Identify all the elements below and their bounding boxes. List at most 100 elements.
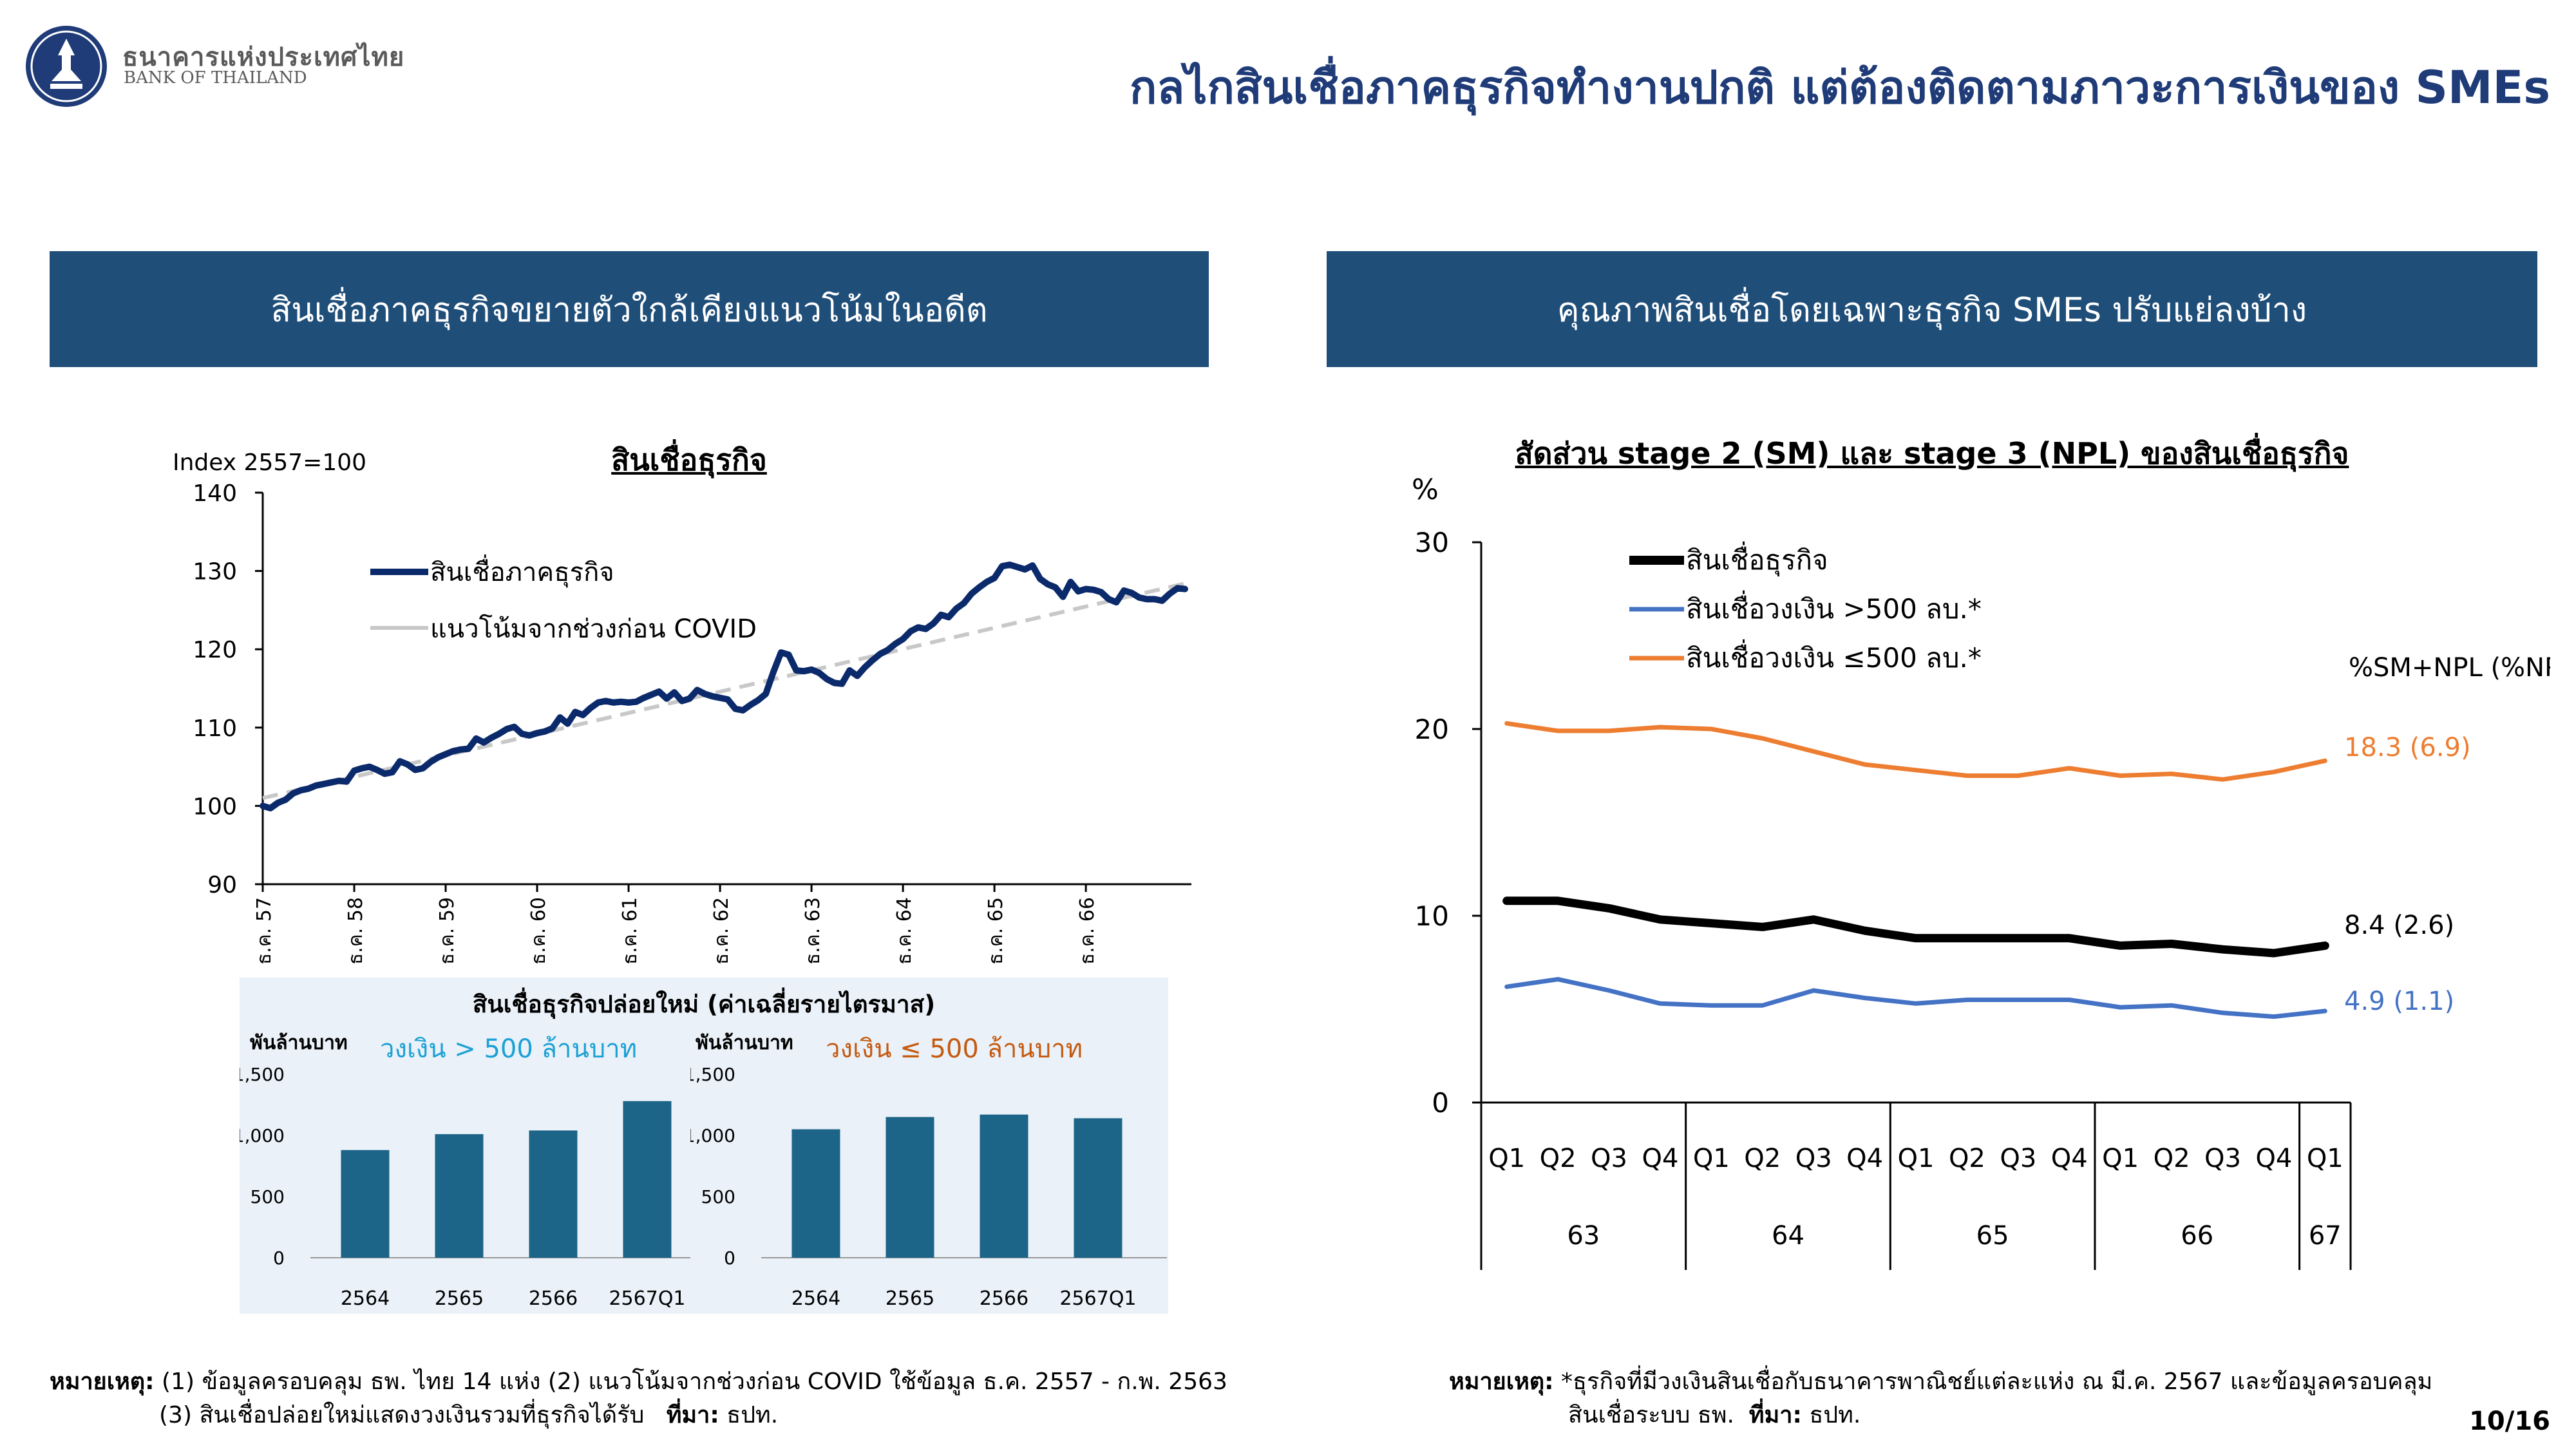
bar-category-label: 2566 — [980, 1287, 1028, 1310]
x-quarter-label: Q2 — [1540, 1144, 1577, 1173]
end-label-large-loan: 4.9 (1.1) — [2344, 987, 2454, 1016]
legend-label-business-loan: สินเชื่อภาคธุรกิจ — [430, 554, 614, 588]
x-quarter-label: Q3 — [1591, 1144, 1627, 1173]
large-loans-bar-chart: 0 500 1,000 1,500 2564 2565 2566 2567Q1 — [240, 1064, 690, 1310]
x-quarter-label: Q1 — [1693, 1144, 1730, 1173]
x-quarter-label: Q4 — [1642, 1144, 1678, 1173]
x-tick-label: ธ.ค. 60 — [527, 897, 550, 965]
bar-y-tick-label: 1,500 — [690, 1064, 735, 1085]
y-tick-label: 130 — [193, 559, 237, 585]
x-year-label: 63 — [1567, 1221, 1600, 1251]
bar-y-tick-label: 1,000 — [690, 1125, 735, 1146]
bar-2566 — [529, 1130, 578, 1258]
bar-2567Q1 — [623, 1101, 672, 1258]
x-tick-label: ธ.ค. 65 — [985, 897, 1007, 965]
inset-title: สินเชื่อธุรกิจปล่อยใหม่ (ค่าเฉลี่ยรายไตร… — [472, 990, 936, 1018]
right-chart-title: สัดส่วน stage 2 (SM) และ stage 3 (NPL) ข… — [1515, 436, 2349, 471]
y-tick-label: 30 — [1415, 527, 1449, 558]
x-tick-label: ธ.ค. 64 — [893, 897, 916, 965]
left-source: ธปท. — [726, 1402, 779, 1428]
x-year-label: 66 — [2181, 1221, 2213, 1251]
right-note-line-2: สินเชื่อระบบ ธพ. — [1568, 1402, 1734, 1428]
x-quarter-label: Q2 — [2154, 1144, 2190, 1173]
legend-label-business-loan: สินเชื่อธุรกิจ — [1686, 542, 1828, 577]
x-tick-label: ธ.ค. 57 — [253, 897, 276, 965]
series-lines — [1502, 721, 2329, 1019]
legend: สินเชื่อธุรกิจ สินเชื่อวงเงิน >500 ลบ.* … — [1629, 542, 1982, 674]
x-quarter-label: Q4 — [1846, 1144, 1883, 1173]
org-name-thai: ธนาคารแห่งประเทศไทย — [122, 43, 405, 72]
inset-right-label: วงเงิน ≤ 500 ล้านบาท — [826, 1034, 1083, 1064]
inset-left-unit: พันล้านบาท — [250, 1032, 348, 1054]
y-tick-label: 0 — [1432, 1087, 1449, 1119]
y-tick-label: 20 — [1415, 714, 1449, 745]
x-tick-label: ธ.ค. 58 — [345, 897, 367, 965]
page-title: กลไกสินเชื่อภาคธุรกิจทำงานปกติ แต่ต้องติ… — [1129, 61, 2550, 114]
bar-category-label: 2564 — [791, 1287, 840, 1310]
bar-y-tick-label: 0 — [724, 1247, 735, 1269]
bar-2565 — [886, 1117, 934, 1258]
series-line-0 — [1502, 896, 2329, 958]
x-year-label: 65 — [1976, 1221, 2009, 1251]
x-tick-label: ธ.ค. 61 — [619, 897, 641, 965]
x-quarter-label: Q1 — [2307, 1144, 2344, 1173]
left-chart-y-unit: Index 2557=100 — [173, 450, 367, 476]
x-tick-label: ธ.ค. 66 — [1076, 897, 1099, 965]
y-tick-label: 100 — [193, 793, 237, 820]
right-source-label: ที่มา: — [1748, 1402, 1802, 1428]
series-line-1 — [1504, 977, 2327, 1019]
bar-y-tick-label: 1,000 — [240, 1125, 285, 1146]
legend-label-small-loan: สินเชื่อวงเงิน ≤500 ลบ.* — [1686, 639, 1982, 674]
y-tick-label: 140 — [193, 480, 237, 507]
bar-2567Q1 — [1074, 1118, 1122, 1258]
bar-2565 — [435, 1134, 484, 1258]
right-note-line-1: *ธุรกิจที่มีวงเงินสินเชื่อกับธนาคารพาณิช… — [1561, 1368, 2433, 1395]
axes: 0 10 20 30 Q1 Q2 Q3 Q4 Q1 Q2 Q3 Q4 Q1 Q2 Q3 Q4 Q1 Q2 Q3 Q4 Q… — [1415, 527, 2352, 1270]
x-tick-label: ธ.ค. 62 — [710, 897, 733, 965]
left-note-label: หมายเหตุ: — [50, 1368, 155, 1395]
bar-2564 — [341, 1150, 390, 1258]
y-tick-label: 90 — [207, 872, 237, 898]
x-tick-label: ธ.ค. 59 — [436, 897, 459, 965]
bar-category-label: 2567Q1 — [609, 1287, 685, 1310]
org-name-english: BANK OF THAILAND — [124, 68, 307, 88]
x-quarter-label: Q1 — [1898, 1144, 1935, 1173]
left-footnote: หมายเหตุ: (1) ข้อมูลครอบคลุม ธพ. ไทย 14 … — [50, 1365, 1227, 1432]
right-source: ธปท. — [1809, 1402, 1861, 1428]
right-footnote: หมายเหตุ: *ธุรกิจที่มีวงเงินสินเชื่อกับธ… — [1449, 1365, 2432, 1432]
bar-2564 — [791, 1129, 840, 1258]
series-line-2 — [1504, 721, 2327, 782]
small-loans-bar-chart: 0 500 1,000 1,500 2564 2565 2566 2567Q1 — [690, 1064, 1167, 1310]
y-tick-label: 110 — [193, 715, 237, 742]
bar-y-tick-label: 1,500 — [240, 1064, 285, 1085]
legend-label-trend: แนวโน้มจากช่วงก่อน COVID — [430, 614, 757, 644]
x-quarter-label: Q4 — [2255, 1144, 2292, 1173]
end-label-small-loan: 18.3 (6.9) — [2344, 733, 2471, 762]
end-label-business-loan: 8.4 (2.6) — [2344, 911, 2454, 940]
right-note-label: หมายเหตุ: — [1449, 1368, 1554, 1395]
left-source-label: ที่มา: — [666, 1402, 719, 1428]
bar-category-label: 2567Q1 — [1059, 1287, 1136, 1310]
series-business-loan-line — [260, 561, 1188, 811]
bar-category-label: 2565 — [435, 1287, 484, 1310]
bar-category-label: 2566 — [529, 1287, 578, 1310]
y-axis: 90 100 110 120 130 140 — [193, 480, 264, 898]
bar-category-label: 2565 — [886, 1287, 934, 1310]
x-axis: ธ.ค. 57 ธ.ค. 58 ธ.ค. 59 ธ.ค. 60 ธ.ค. 61 ธ.ค. … — [253, 883, 1191, 965]
x-quarter-label: Q3 — [1795, 1144, 1832, 1173]
left-chart-title: สินเชื่อธุรกิจ — [611, 442, 767, 477]
x-quarter-label: Q1 — [1488, 1144, 1525, 1173]
bar-category-label: 2564 — [341, 1287, 390, 1310]
bank-logo — [26, 26, 107, 107]
x-quarter-label: Q3 — [2000, 1144, 2036, 1173]
legend: สินเชื่อภาคธุรกิจ แนวโน้มจากช่วงก่อน COV… — [370, 554, 757, 644]
legend-label-large-loan: สินเชื่อวงเงิน >500 ลบ.* — [1686, 591, 1982, 625]
x-year-label: 67 — [2309, 1221, 2342, 1251]
inset-left-label: วงเงิน > 500 ล้านบาท — [380, 1034, 638, 1064]
y-tick-label: 10 — [1415, 900, 1449, 932]
x-year-label: 64 — [1772, 1221, 1804, 1251]
x-quarter-label: Q1 — [2102, 1144, 2139, 1173]
x-quarter-label: Q3 — [2204, 1144, 2241, 1173]
x-tick-label: ธ.ค. 63 — [802, 897, 824, 965]
